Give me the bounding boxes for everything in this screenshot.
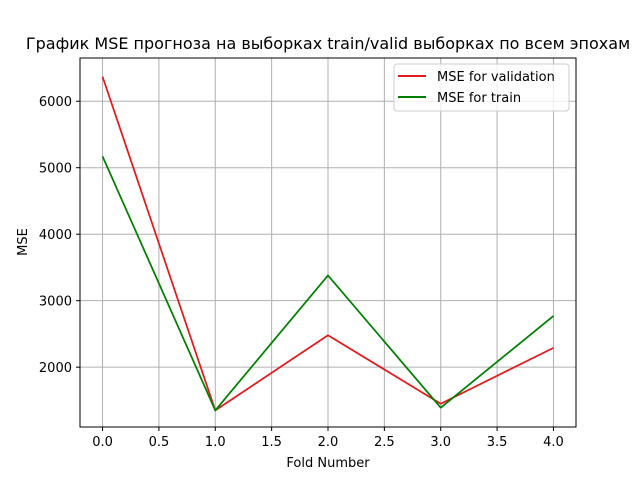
series-layer xyxy=(101,76,555,412)
legend-label-train: MSE for train xyxy=(437,91,521,106)
x-tick-label: 4.0 xyxy=(543,435,564,450)
y-axis-label: MSE xyxy=(16,228,31,256)
legend: MSE for validation MSE for train xyxy=(393,63,570,112)
x-axis-ticks: 0.0 0.5 1.0 1.5 2.0 2.5 3.0 3.5 4.0 xyxy=(92,427,564,450)
y-tick-label: 4000 xyxy=(39,228,72,243)
x-tick-label: 0.5 xyxy=(149,435,170,450)
x-tick-label: 2.5 xyxy=(374,435,395,450)
y-tick-label: 2000 xyxy=(39,361,72,376)
y-tick-label: 6000 xyxy=(39,95,72,110)
series-line-mse-for-validation xyxy=(101,76,554,412)
y-tick-label: 5000 xyxy=(39,162,72,177)
legend-box xyxy=(393,63,570,112)
legend-label-validation: MSE for validation xyxy=(437,70,555,85)
x-tick-label: 3.0 xyxy=(430,435,451,450)
x-tick-label: 0.0 xyxy=(92,435,113,450)
x-tick-label: 1.5 xyxy=(261,435,282,450)
y-axis-ticks: 2000 3000 4000 5000 6000 xyxy=(39,95,80,376)
x-tick-label: 3.5 xyxy=(487,435,508,450)
y-tick-label: 3000 xyxy=(39,295,72,310)
series-line-mse-for-train xyxy=(101,156,555,412)
grid-lines xyxy=(80,58,576,427)
x-tick-label: 1.0 xyxy=(205,435,226,450)
x-axis-label: Fold Number xyxy=(286,456,370,471)
x-tick-label: 2.0 xyxy=(318,435,339,450)
chart-title: График MSE прогноза на выборках train/va… xyxy=(26,34,630,53)
